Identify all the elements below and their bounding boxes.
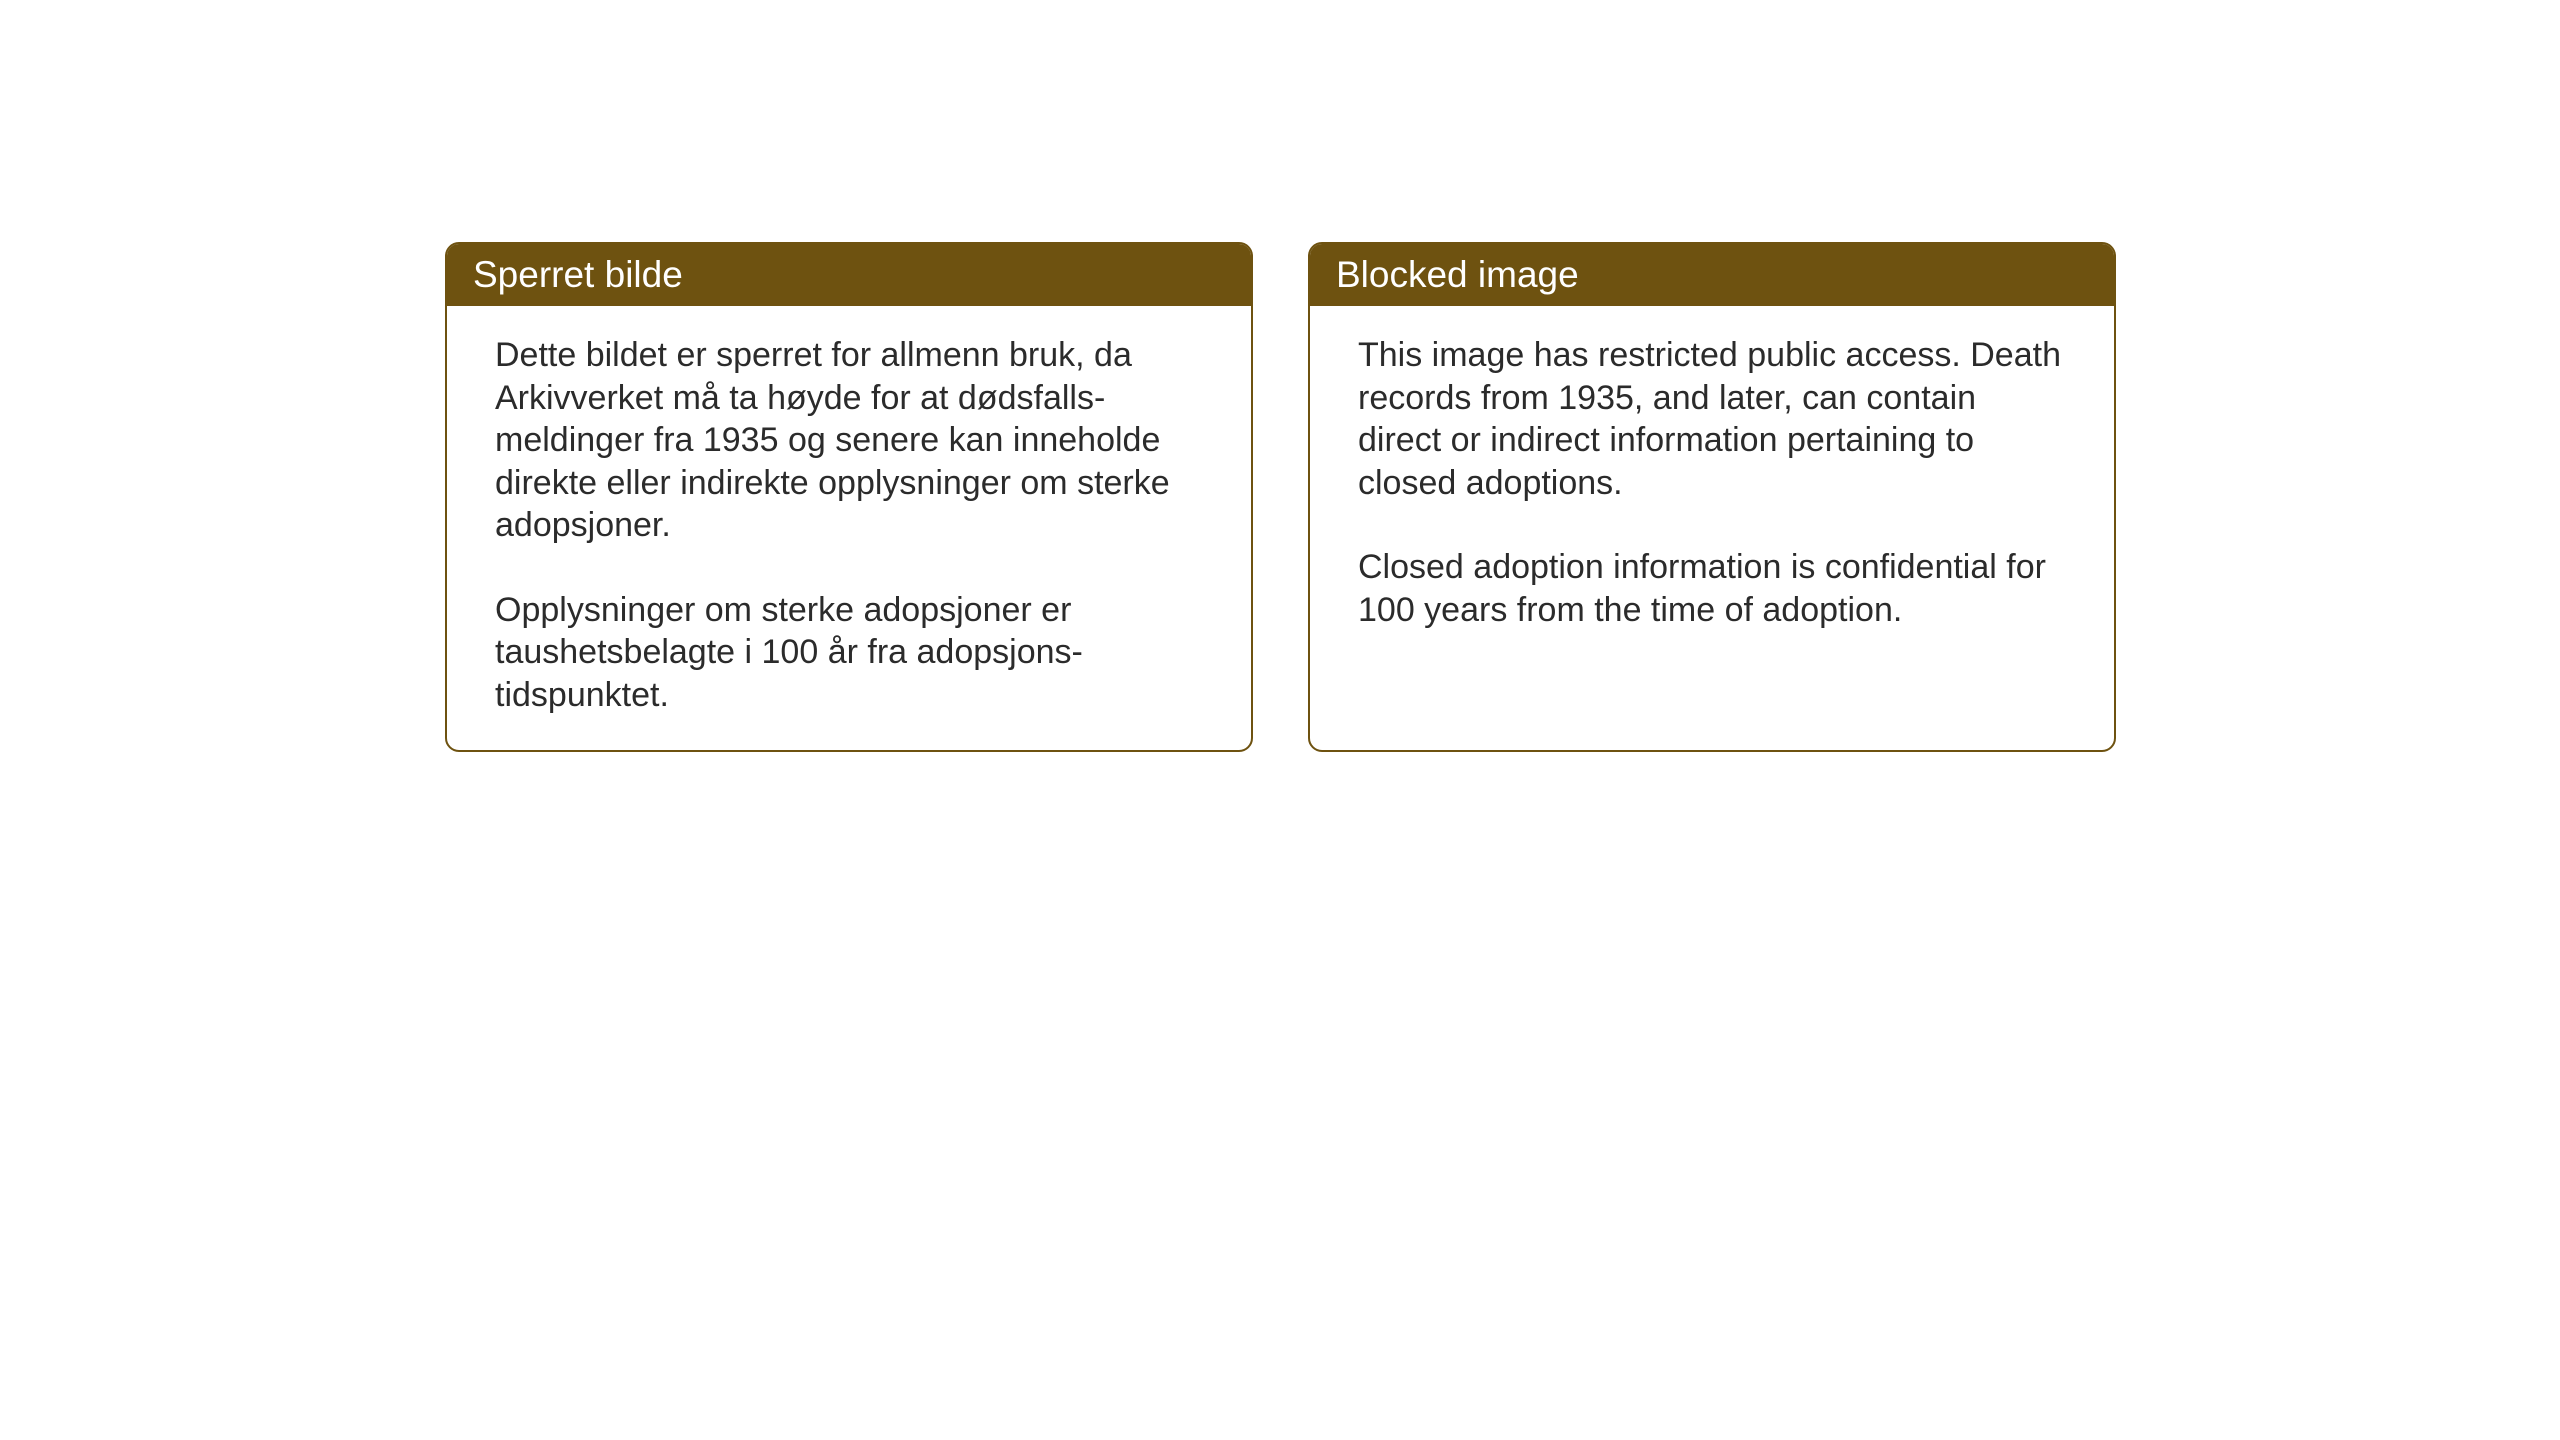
- english-title: Blocked image: [1336, 254, 1579, 295]
- notice-container: Sperret bilde Dette bildet er sperret fo…: [445, 242, 2116, 752]
- english-paragraph-2: Closed adoption information is confident…: [1358, 546, 2066, 631]
- english-paragraph-1: This image has restricted public access.…: [1358, 334, 2066, 504]
- english-card-header: Blocked image: [1310, 244, 2114, 306]
- norwegian-paragraph-2: Opplysninger om sterke adopsjoner er tau…: [495, 589, 1203, 717]
- norwegian-notice-card: Sperret bilde Dette bildet er sperret fo…: [445, 242, 1253, 752]
- norwegian-card-header: Sperret bilde: [447, 244, 1251, 306]
- norwegian-card-body: Dette bildet er sperret for allmenn bruk…: [447, 306, 1251, 752]
- english-card-body: This image has restricted public access.…: [1310, 306, 2114, 673]
- english-notice-card: Blocked image This image has restricted …: [1308, 242, 2116, 752]
- norwegian-title: Sperret bilde: [473, 254, 683, 295]
- norwegian-paragraph-1: Dette bildet er sperret for allmenn bruk…: [495, 334, 1203, 547]
